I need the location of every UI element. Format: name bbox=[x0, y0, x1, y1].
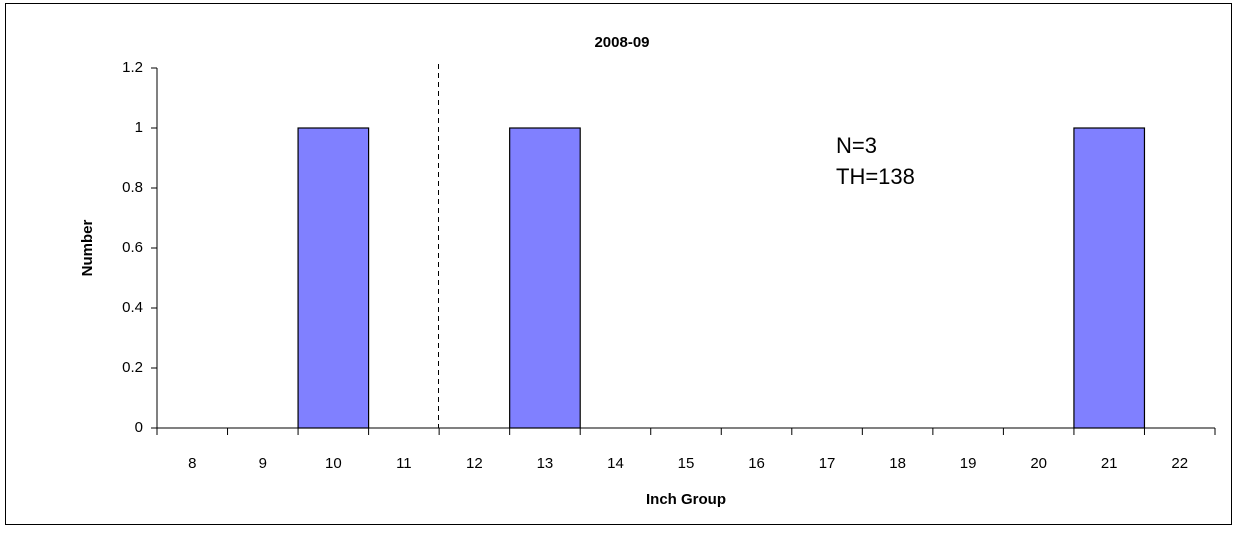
x-tick-label: 8 bbox=[188, 455, 196, 472]
x-tick-label: 13 bbox=[537, 455, 554, 472]
x-tick-label: 9 bbox=[259, 455, 267, 472]
x-tick-label: 12 bbox=[466, 455, 483, 472]
x-tick-label: 16 bbox=[748, 455, 765, 472]
y-tick-label: 0 bbox=[135, 419, 143, 436]
y-axis-label: Number bbox=[79, 220, 96, 277]
annotation: TH=138 bbox=[836, 164, 915, 189]
y-tick-label: 0.6 bbox=[122, 239, 143, 256]
x-tick-label: 14 bbox=[607, 455, 624, 472]
x-tick-label: 21 bbox=[1101, 455, 1118, 472]
chart-title: 2008-09 bbox=[594, 34, 649, 51]
y-tick-label: 1.2 bbox=[122, 59, 143, 76]
y-tick-label: 0.8 bbox=[122, 179, 143, 196]
y-tick-label: 0.4 bbox=[122, 299, 143, 316]
x-tick-label: 17 bbox=[819, 455, 836, 472]
bar bbox=[1073, 127, 1146, 429]
bar bbox=[297, 127, 370, 429]
bar bbox=[509, 127, 581, 429]
x-tick-label: 22 bbox=[1171, 455, 1188, 472]
y-tick-label: 1 bbox=[135, 119, 143, 136]
annotation: N=3 bbox=[836, 133, 877, 158]
x-tick-label: 19 bbox=[960, 455, 977, 472]
x-tick-label: 11 bbox=[396, 455, 412, 472]
y-tick-label: 0.2 bbox=[122, 359, 143, 376]
x-tick-label: 20 bbox=[1030, 455, 1047, 472]
x-axis-label: Inch Group bbox=[646, 491, 726, 508]
x-tick-label: 18 bbox=[889, 455, 906, 472]
x-tick-label: 15 bbox=[678, 455, 695, 472]
chart-border bbox=[5, 3, 1232, 525]
x-tick-label: 10 bbox=[325, 455, 342, 472]
